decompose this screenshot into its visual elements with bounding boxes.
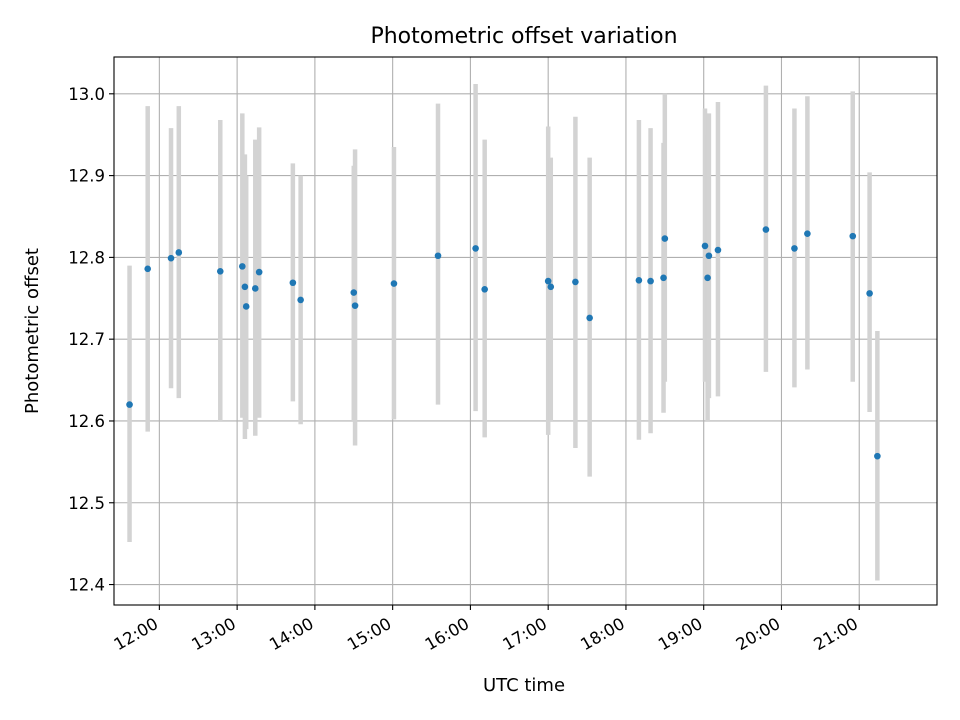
data-point — [350, 289, 358, 296]
y-axis-ticks: 12.4 12.5 12.6 12.7 12.8 12.9 13.0 — [68, 85, 114, 595]
data-point — [635, 276, 643, 284]
y-tick-label: 12.5 — [68, 494, 105, 513]
x-tick-label: 17:00 — [499, 614, 550, 654]
data-point — [849, 232, 857, 240]
x-axis-label: UTC time — [483, 675, 565, 696]
data-point — [701, 242, 709, 250]
data-point — [647, 277, 654, 285]
data-points — [126, 226, 881, 460]
data-point — [390, 280, 398, 287]
data-point — [289, 279, 297, 287]
data-point — [242, 303, 250, 310]
data-point — [481, 285, 488, 293]
data-point — [255, 268, 263, 276]
data-point — [434, 252, 442, 260]
x-tick-label: 12:00 — [111, 614, 162, 654]
data-point — [866, 290, 873, 297]
data-point — [705, 252, 713, 260]
plot-frame — [113, 56, 938, 606]
grid — [114, 57, 937, 605]
data-point — [544, 277, 552, 285]
data-point — [144, 265, 151, 273]
data-point — [704, 274, 711, 282]
data-point — [239, 263, 246, 270]
data-point — [660, 274, 667, 282]
x-tick-label: 18:00 — [577, 614, 628, 654]
x-axis-ticks: 12:00 13:00 14:00 15:00 16:00 17:00 18:00 19:00… — [111, 605, 862, 654]
error-bars — [127, 83, 880, 581]
data-point — [167, 254, 175, 262]
y-tick-label: 12.6 — [68, 412, 105, 431]
x-tick-label: 13:00 — [188, 614, 239, 654]
data-point — [241, 283, 249, 291]
y-tick-label: 12.8 — [68, 248, 105, 267]
x-tick-label: 20:00 — [733, 614, 784, 654]
x-tick-label: 19:00 — [655, 614, 706, 654]
y-tick-label: 13.0 — [68, 85, 105, 104]
data-point — [547, 283, 555, 291]
data-point — [216, 267, 224, 275]
data-point — [472, 245, 479, 252]
data-point — [126, 401, 133, 408]
data-point — [175, 249, 183, 256]
y-tick-label: 12.7 — [68, 330, 105, 349]
y-tick-label: 12.9 — [68, 167, 105, 186]
data-point — [351, 302, 359, 309]
data-point — [874, 452, 881, 460]
x-tick-label: 14:00 — [266, 614, 317, 654]
x-tick-label: 21:00 — [811, 614, 862, 654]
data-point — [572, 278, 579, 286]
data-point — [661, 235, 669, 242]
chart-title: Photometric offset variation — [370, 24, 677, 49]
x-tick-label: 15:00 — [344, 614, 395, 654]
x-tick-label: 16:00 — [422, 614, 473, 654]
y-axis-label: Photometric offset — [22, 248, 43, 414]
y-tick-label: 12.4 — [68, 576, 105, 595]
data-point — [762, 226, 770, 233]
data-point — [714, 246, 722, 254]
data-point — [791, 245, 798, 252]
data-point — [297, 296, 304, 304]
data-point — [586, 314, 593, 322]
data-point — [804, 230, 811, 237]
data-point — [251, 285, 259, 292]
